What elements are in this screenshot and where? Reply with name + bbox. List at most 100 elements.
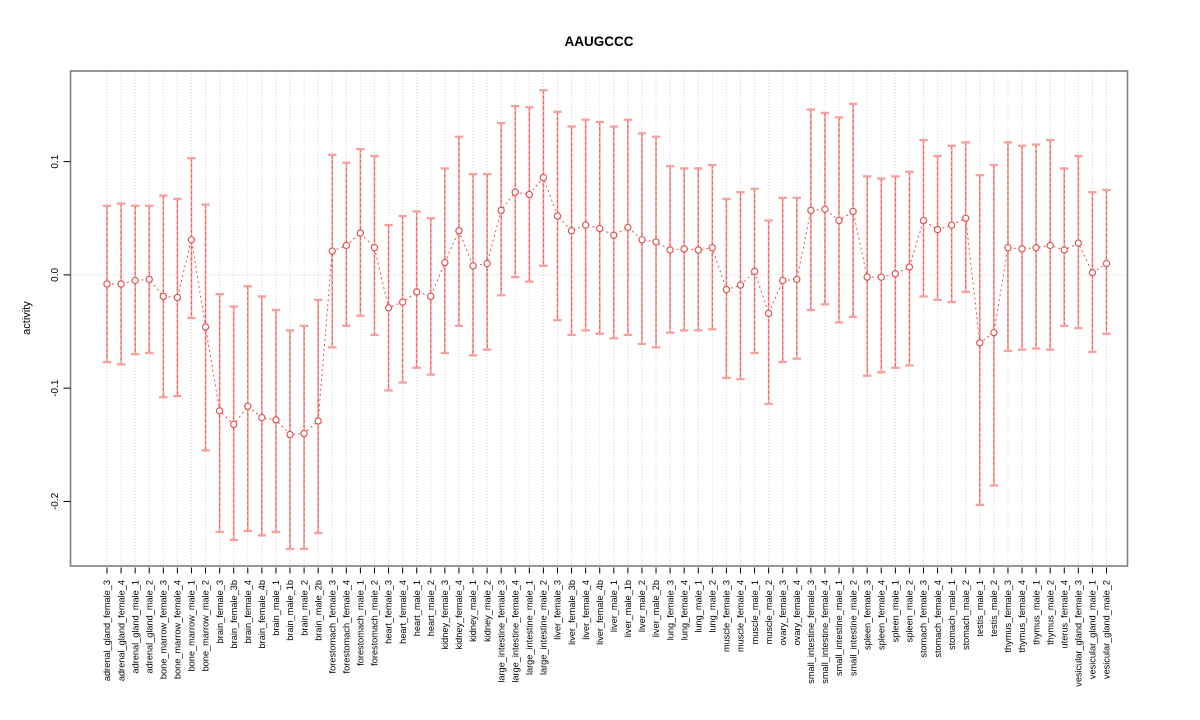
x-category-label: adrenal_gland_female_3: [102, 580, 112, 681]
data-point: [229, 420, 238, 429]
x-category-label: testis_male_1: [975, 580, 985, 637]
data-point: [441, 258, 449, 267]
data-point: [173, 293, 182, 302]
x-category-label: testis_male_2: [989, 580, 999, 637]
data-point: [764, 309, 773, 318]
x-category-label: liver_female_3: [553, 580, 563, 640]
data-point: [370, 244, 379, 252]
data-point: [258, 413, 266, 422]
data-point: [1060, 246, 1068, 254]
data-point: [919, 216, 928, 225]
data-point: [272, 416, 280, 424]
x-category-label: forestomach_male_2: [370, 580, 380, 666]
data-point: [962, 214, 970, 222]
data-point: [779, 276, 787, 285]
x-category-label: liver_female_4b: [595, 580, 605, 645]
y-tick-label: -0.2: [50, 492, 61, 510]
data-point: [159, 292, 168, 301]
x-category-label: bone_marrow_male_1: [187, 580, 197, 671]
x-category-label: spleen_male_2: [905, 580, 915, 642]
data-point: [652, 238, 660, 246]
x-category-label: spleen_male_1: [891, 580, 901, 642]
data-point: [215, 407, 224, 415]
x-category-label: spleen_female_3: [862, 580, 872, 650]
data-point: [384, 304, 393, 312]
x-category-label: lung_female_4: [679, 580, 689, 640]
x-category-label: muscle_female_3: [722, 580, 732, 652]
x-category-label: heart_male_1: [412, 580, 422, 636]
data-point: [413, 288, 421, 296]
data-point: [553, 212, 562, 220]
x-category-label: stomach_male_1: [947, 580, 957, 650]
data-point: [567, 227, 576, 235]
data-point: [807, 206, 815, 215]
data-point: [821, 205, 829, 213]
data-point: [694, 246, 702, 254]
data-point: [427, 292, 435, 301]
x-category-label: small_intestine_female_3: [806, 580, 816, 684]
data-point: [1018, 245, 1026, 253]
x-category-label: liver_male_1: [609, 580, 619, 632]
x-category-label: liver_male_2b: [651, 580, 661, 637]
data-point: [863, 273, 871, 281]
x-category-label: heart_male_2: [426, 580, 436, 636]
data-point: [976, 339, 984, 347]
data-point: [1074, 239, 1083, 247]
x-category-label: large_intestine_male_2: [539, 580, 549, 675]
data-point: [947, 221, 956, 229]
data-point: [201, 323, 210, 331]
chart-title: AAUGCCC: [564, 34, 634, 49]
data-point: [398, 298, 407, 306]
data-point: [145, 275, 153, 284]
data-point: [793, 275, 801, 284]
x-category-label: heart_female_3: [384, 580, 394, 644]
data-point: [300, 429, 308, 438]
data-point: [117, 280, 125, 288]
data-point: [539, 173, 548, 182]
data-point: [1102, 259, 1111, 268]
x-category-label: vesicular_gland_male_1: [1088, 580, 1098, 679]
x-category-label: large_intestine_female_3: [496, 580, 506, 683]
x-category-label: brain_female_4b: [257, 580, 267, 648]
x-category-label: thymus_male_1: [1031, 580, 1041, 645]
data-point: [497, 206, 505, 215]
data-point: [849, 207, 857, 216]
data-point: [286, 430, 294, 439]
data-point: [1004, 244, 1012, 252]
x-category-label: muscle_male_2: [764, 580, 774, 644]
x-category-label: liver_male_1b: [623, 580, 633, 637]
y-tick-label: 0.1: [50, 154, 61, 168]
x-category-label: kidney_female_3: [440, 580, 450, 649]
x-category-label: muscle_male_1: [750, 580, 760, 644]
data-point: [610, 231, 618, 239]
x-category-label: stomach_male_2: [961, 580, 971, 650]
x-category-label: kidney_male_1: [468, 580, 478, 642]
x-category-label: small_intestine_female_4: [820, 580, 830, 684]
plot-box: [69, 70, 1129, 567]
x-category-label: thymus_female_3: [1003, 580, 1013, 653]
data-point: [1088, 268, 1097, 277]
x-category-label: ovary_female_3: [778, 580, 788, 645]
y-tick-label: 0.0: [50, 268, 61, 282]
x-category-label: uterus_female_4: [1059, 580, 1069, 648]
data-point: [891, 270, 900, 278]
x-category-label: adrenal_gland_male_2: [144, 580, 154, 673]
x-category-label: lung_male_2: [708, 580, 718, 633]
data-point: [750, 267, 759, 276]
data-point: [722, 285, 731, 294]
data-point: [596, 224, 604, 233]
x-category-label: thymus_female_4: [1017, 580, 1027, 653]
data-point: [933, 225, 942, 234]
data-point: [131, 276, 139, 285]
x-category-label: bone_marrow_female_4: [173, 580, 183, 679]
x-category-label: small_intestine_male_2: [848, 580, 858, 676]
x-category-label: vesicular_gland_female_3: [1074, 580, 1084, 687]
x-category-label: kidney_male_2: [482, 580, 492, 642]
data-point: [314, 417, 322, 425]
data-point: [877, 273, 885, 281]
data-point: [469, 262, 477, 270]
x-category-label: lung_female_3: [665, 580, 675, 640]
x-category-label: adrenal_gland_female_4: [116, 580, 126, 681]
